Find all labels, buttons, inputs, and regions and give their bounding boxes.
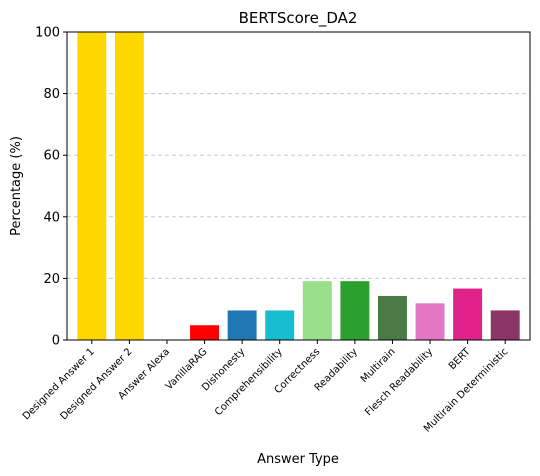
bar <box>77 32 107 340</box>
y-axis-label: Percentage (%) <box>9 136 24 236</box>
bar <box>227 310 257 340</box>
y-tick-label: 20 <box>43 272 60 287</box>
y-axis: 0 20 40 60 80 100 <box>35 26 67 349</box>
x-axis-label: Answer Type <box>257 452 339 467</box>
bar <box>265 310 295 340</box>
bar <box>490 310 520 340</box>
y-tick-label: 40 <box>43 210 60 225</box>
x-tick-label: Flesch Readability <box>363 346 435 418</box>
bar <box>340 281 370 340</box>
bar <box>190 325 220 340</box>
x-tick-label: Designed Answer 1 <box>21 346 97 422</box>
x-tick-label: BERT <box>447 346 473 372</box>
plot-frame <box>66 31 531 341</box>
y-tick-label: 80 <box>43 87 60 102</box>
x-tick-label: Comprehensibility <box>213 346 285 418</box>
bar <box>114 32 144 340</box>
bars <box>77 32 520 340</box>
y-tick-label: 0 <box>52 334 60 349</box>
bar <box>302 281 332 340</box>
bar <box>415 303 445 340</box>
grid-lines <box>67 93 530 279</box>
bar <box>453 288 483 340</box>
chart-title: BERTScore_DA2 <box>239 9 358 28</box>
x-tick-label: Multirain <box>359 346 398 385</box>
x-tick-label: Designed Answer 2 <box>58 346 134 422</box>
bar <box>377 295 407 340</box>
y-tick-label: 60 <box>43 149 60 164</box>
y-tick-label: 100 <box>35 26 60 41</box>
